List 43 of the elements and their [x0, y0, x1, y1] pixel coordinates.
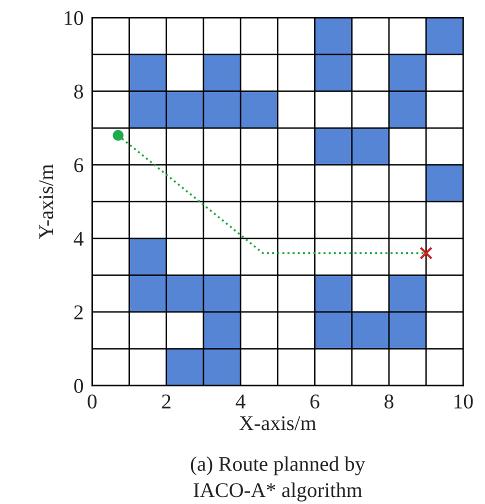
point — [129, 91, 166, 128]
point — [426, 18, 464, 54]
point — [204, 312, 240, 349]
y-axis-title: Y-axis/m — [39, 164, 54, 239]
y-tick-label: 10 — [64, 11, 84, 26]
x-tick-label: 8 — [384, 394, 394, 409]
point — [389, 312, 426, 349]
point — [204, 348, 240, 386]
y-tick-label: 4 — [74, 232, 84, 246]
point — [129, 275, 166, 312]
x-tick-label: 10 — [454, 394, 473, 409]
point — [129, 54, 166, 92]
point — [112, 130, 124, 141]
point — [389, 91, 426, 128]
y-tick-label: 8 — [74, 84, 84, 99]
x-tick-label: 6 — [310, 394, 320, 409]
point — [314, 18, 352, 54]
point — [204, 275, 240, 312]
point — [389, 275, 426, 312]
point — [204, 91, 240, 128]
point — [166, 348, 204, 386]
x-axis-title: X-axis/m — [239, 416, 316, 430]
point — [426, 164, 464, 202]
point — [166, 275, 204, 312]
x-tick-label: 2 — [162, 394, 170, 408]
point — [166, 91, 204, 128]
point — [314, 312, 352, 349]
x-tick-label: 0 — [88, 394, 97, 409]
point — [389, 54, 426, 92]
point — [314, 275, 352, 312]
point — [352, 312, 389, 349]
point — [314, 54, 352, 92]
point — [314, 128, 352, 165]
y-tick-label: 6 — [74, 158, 84, 172]
point — [352, 128, 389, 165]
text: (a) Route planned by IACO-A* algorithm — [190, 456, 366, 502]
point — [240, 91, 278, 128]
y-tick-label: 2 — [74, 305, 83, 320]
x-tick-label: 4 — [236, 394, 246, 408]
point — [420, 246, 433, 260]
y-tick-label: 0 — [74, 378, 84, 393]
point — [129, 238, 166, 276]
point — [204, 54, 240, 92]
